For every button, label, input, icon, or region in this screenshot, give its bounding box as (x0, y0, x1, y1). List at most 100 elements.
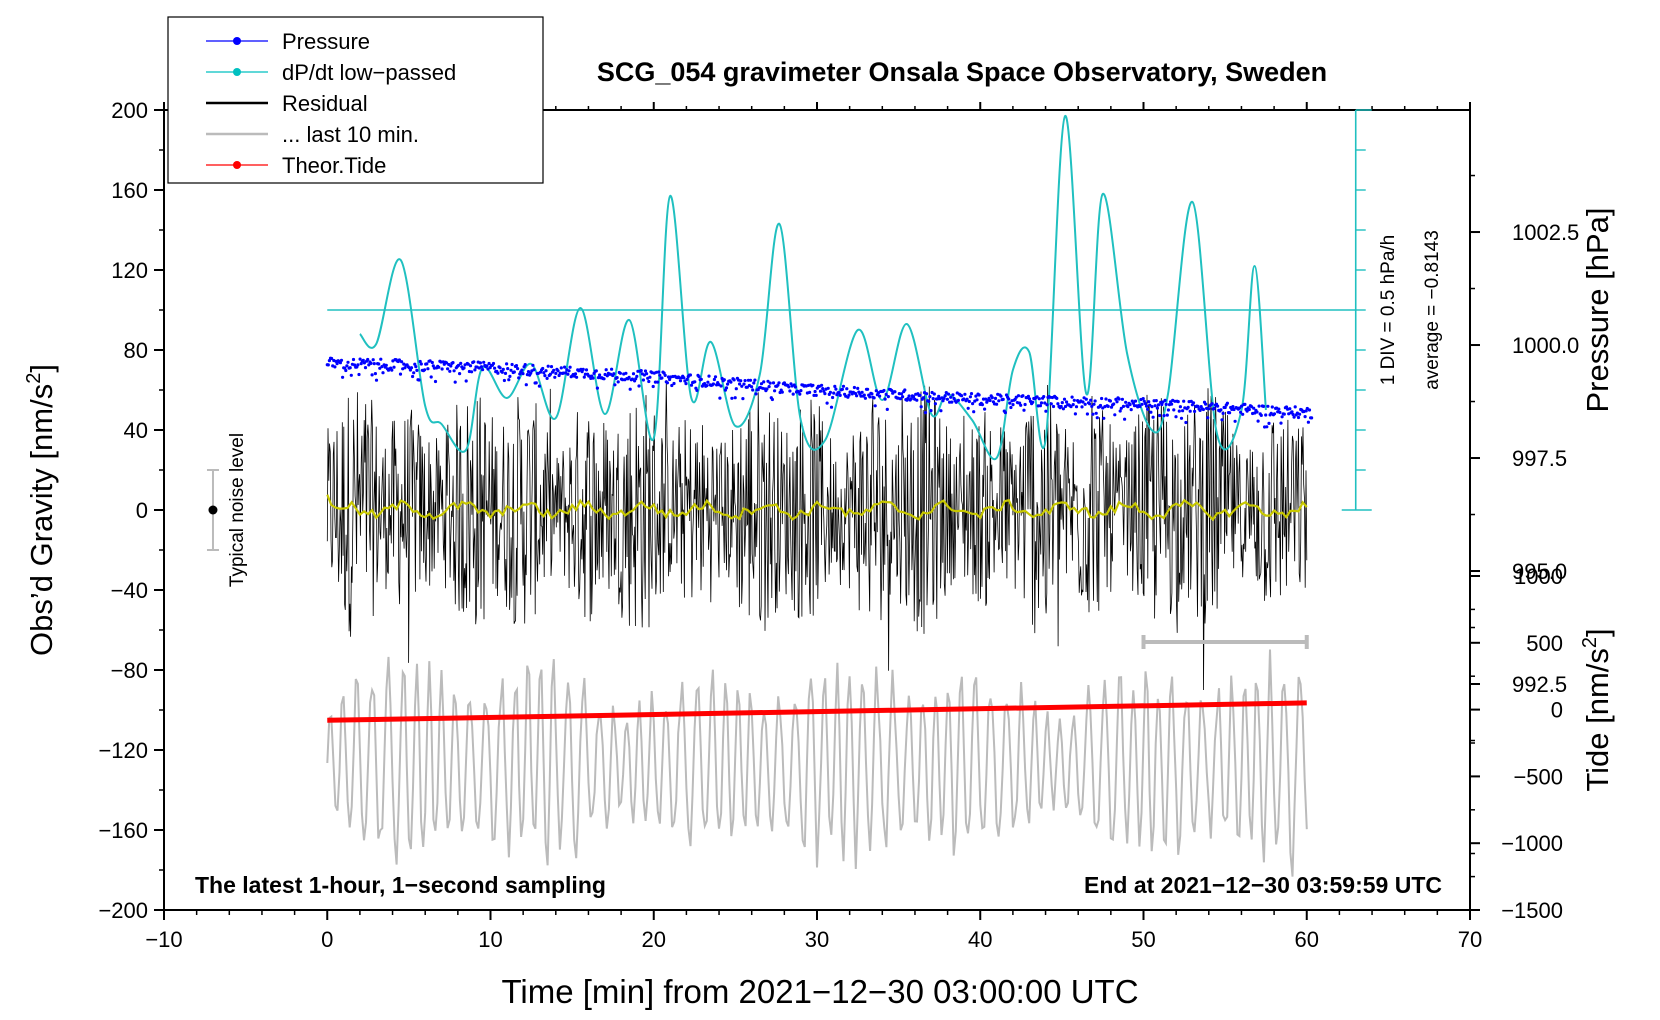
pressure-point (882, 388, 886, 393)
pressure-point (863, 396, 868, 400)
pressure-point (1170, 402, 1174, 406)
pressure-point (870, 392, 874, 396)
pressure-point (346, 360, 350, 364)
pressure-point (971, 402, 975, 406)
pressure-point (1223, 405, 1227, 410)
pressure-point (493, 366, 497, 370)
pressure-point (808, 390, 812, 394)
pressure-point (811, 383, 815, 387)
pressure-point (496, 371, 500, 375)
pressure-point (1080, 405, 1084, 409)
pressure-point (1051, 404, 1056, 409)
pressure-point (635, 374, 639, 378)
pressure-point (766, 379, 770, 383)
pressure-point (543, 374, 547, 378)
y-axis-tide-label: Tide [nm/s2] (1579, 628, 1615, 791)
pressure-point (975, 398, 979, 402)
dpdt-scale-label: 1 DIV = 0.5 hPa/h (1378, 235, 1399, 386)
pressure-point (931, 397, 935, 401)
pressure-point (658, 373, 662, 377)
pressure-point (506, 367, 510, 371)
pressure-point (361, 358, 365, 362)
y-axis-pressure-label: Pressure [hPa] (1580, 207, 1615, 412)
pressure-point (618, 371, 623, 375)
pressure-point (1151, 415, 1155, 419)
pressure-point (695, 388, 699, 392)
pressure-point (1293, 405, 1297, 409)
pressure-point (719, 384, 723, 388)
pressure-point (591, 376, 595, 380)
pressure-point (678, 379, 683, 383)
pressure-point (1270, 405, 1274, 409)
y-tick-label: −80 (111, 658, 148, 683)
pressure-point (400, 360, 404, 364)
pressure-point (980, 403, 985, 407)
pressure-point (841, 384, 846, 388)
pressure-point (542, 371, 546, 375)
pressure-point (1261, 404, 1266, 408)
pressure-point (825, 401, 829, 405)
pressure-point (358, 357, 362, 361)
pressure-point (1239, 410, 1243, 414)
pressure-point (960, 394, 964, 398)
pressure-point (928, 395, 932, 399)
pressure-point (602, 377, 606, 381)
pressure-point (821, 387, 825, 391)
pressure-point (974, 394, 978, 398)
y-tick-label: −40 (111, 578, 148, 603)
x-tick-label: 20 (642, 927, 666, 952)
pressure-point (1085, 412, 1089, 416)
x-tick-label: 10 (478, 927, 502, 952)
pressure-point (1095, 416, 1099, 420)
pressure-point (1119, 406, 1123, 410)
pressure-point (990, 396, 994, 400)
pressure-point (1071, 403, 1075, 407)
pressure-point (624, 371, 628, 375)
pressure-point (967, 399, 971, 404)
pressure-point (512, 370, 516, 374)
pressure-point (919, 405, 923, 409)
pressure-point (429, 375, 433, 379)
pressure-point (1161, 400, 1165, 404)
pressure-point (566, 372, 570, 376)
legend-box (167, 16, 544, 184)
smoothed-residual-series (326, 494, 1308, 522)
pressure-point (954, 400, 958, 404)
pressure-point (595, 386, 600, 390)
pressure-point (733, 396, 737, 400)
pressure-tick-label: 997.5 (1512, 446, 1567, 471)
pressure-point (712, 377, 717, 382)
pressure-point (1070, 395, 1074, 399)
pressure-point (1045, 403, 1049, 407)
pressure-point (1091, 412, 1095, 416)
pressure-point (1124, 400, 1128, 404)
pressure-point (641, 378, 646, 382)
pressure-point (666, 375, 671, 379)
pressure-point (1196, 404, 1200, 408)
pressure-point (818, 389, 823, 393)
pressure-point (968, 395, 973, 399)
x-tick-label: 0 (321, 927, 333, 952)
pressure-point (672, 381, 676, 386)
pressure-point (1061, 407, 1065, 411)
pressure-point (1150, 405, 1154, 409)
pressure-point (1304, 409, 1308, 413)
pressure-point (1164, 402, 1168, 406)
pressure-point (1241, 412, 1245, 416)
pressure-point (950, 400, 954, 404)
pressure-point (1243, 402, 1247, 406)
pressure-point (630, 377, 635, 381)
pressure-point (771, 381, 776, 385)
pressure-point (631, 372, 636, 376)
pressure-point (627, 375, 631, 379)
pressure-point (449, 364, 453, 368)
pressure-point (1092, 402, 1096, 406)
x-tick-label: −10 (145, 927, 182, 952)
pressure-point (392, 365, 396, 369)
pressure-point (381, 371, 385, 375)
pressure-point (1009, 405, 1013, 410)
pressure-point (552, 368, 556, 372)
pressure-point (693, 380, 697, 384)
pressure-point (1102, 416, 1106, 420)
pressure-point (1245, 409, 1249, 413)
